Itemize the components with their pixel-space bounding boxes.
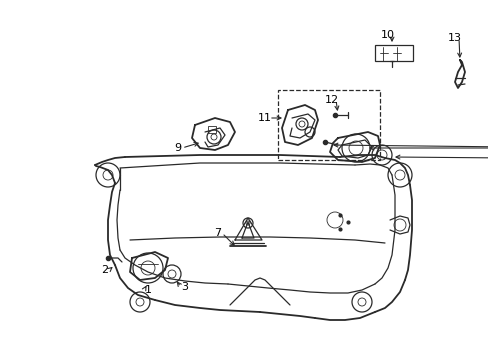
Text: 3: 3 (181, 282, 188, 292)
Text: 7: 7 (214, 228, 221, 238)
Text: 1: 1 (144, 285, 151, 295)
Text: 10: 10 (380, 30, 394, 40)
Text: 11: 11 (258, 113, 271, 123)
Bar (278, 90, 379, 160)
Bar (207, 126, 216, 133)
Text: 12: 12 (324, 95, 338, 105)
Text: 2: 2 (101, 265, 108, 275)
Text: 13: 13 (447, 33, 461, 43)
Bar (374, 45, 412, 61)
Text: 9: 9 (174, 143, 181, 153)
